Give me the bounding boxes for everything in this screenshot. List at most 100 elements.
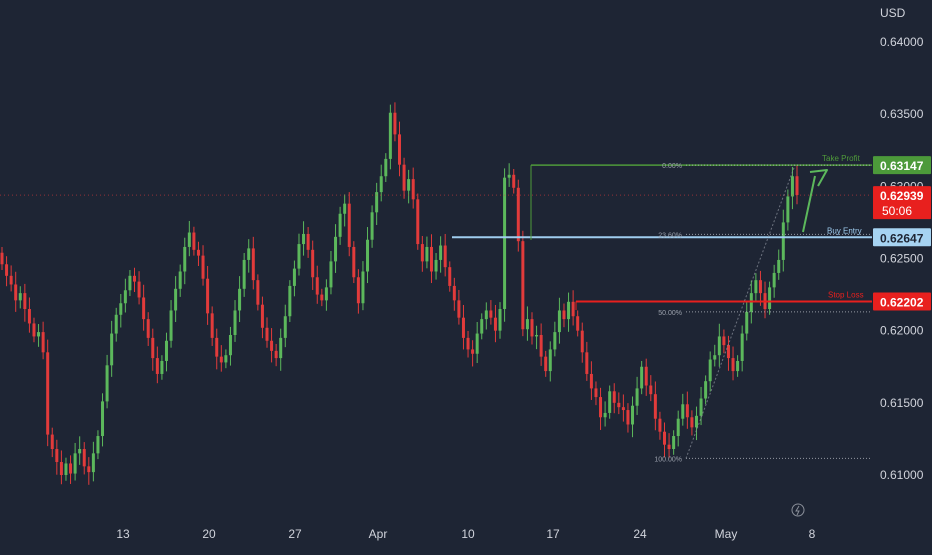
candle-body bbox=[672, 436, 676, 450]
candle-body bbox=[631, 405, 635, 425]
candle bbox=[260, 296, 264, 339]
candle-body bbox=[192, 232, 196, 250]
candle-body bbox=[260, 304, 264, 328]
candle-body bbox=[224, 355, 228, 363]
candle bbox=[23, 283, 27, 322]
candle bbox=[585, 341, 589, 381]
candle-body bbox=[398, 134, 401, 165]
candle bbox=[366, 227, 370, 284]
y-tick-label: 0.61000 bbox=[880, 468, 924, 482]
candle bbox=[768, 281, 772, 315]
candle-body bbox=[274, 350, 278, 359]
candle-body bbox=[795, 176, 799, 195]
candle-body bbox=[315, 277, 319, 295]
candle bbox=[402, 157, 406, 199]
candle-body bbox=[658, 418, 662, 432]
fib-label: 50.00% bbox=[658, 310, 682, 317]
candle bbox=[772, 264, 776, 298]
candle-body bbox=[238, 288, 242, 311]
candle-body bbox=[375, 192, 379, 213]
candle bbox=[270, 328, 274, 363]
candle bbox=[187, 220, 191, 257]
candle-body bbox=[151, 337, 155, 359]
candle-body bbox=[580, 330, 584, 353]
candle bbox=[210, 306, 214, 346]
candle bbox=[635, 376, 639, 415]
candle bbox=[238, 276, 242, 323]
candle-body bbox=[635, 388, 639, 406]
candle-body bbox=[210, 313, 214, 338]
candle bbox=[745, 301, 749, 341]
candle bbox=[164, 332, 168, 372]
candle-body bbox=[498, 309, 502, 331]
candle-body bbox=[457, 300, 461, 318]
candle bbox=[466, 330, 470, 358]
current-price-text: 0.62939 bbox=[880, 189, 924, 203]
candle bbox=[498, 302, 502, 339]
candle-body bbox=[589, 373, 593, 389]
candle-body bbox=[352, 246, 356, 278]
candle bbox=[571, 290, 575, 326]
candle-body bbox=[512, 174, 516, 188]
candle-body bbox=[420, 244, 424, 262]
candle bbox=[493, 304, 497, 343]
candle-body bbox=[617, 402, 621, 408]
candle-body bbox=[594, 388, 598, 398]
price-badge-text: 0.63147 bbox=[880, 159, 924, 173]
candle bbox=[41, 321, 45, 360]
candle-body bbox=[471, 349, 475, 354]
candle-body bbox=[521, 241, 525, 330]
candle-body bbox=[251, 248, 255, 281]
candle-body bbox=[461, 317, 465, 338]
candle-body bbox=[96, 436, 100, 454]
candle-body bbox=[443, 245, 447, 268]
candle bbox=[690, 410, 694, 436]
level-label-take-profit: Take Profit bbox=[822, 154, 861, 163]
candle bbox=[557, 297, 561, 344]
candle-body bbox=[379, 176, 383, 193]
candle-body bbox=[110, 333, 114, 366]
candle-body bbox=[740, 333, 744, 361]
candle bbox=[736, 355, 740, 377]
y-tick-label: 0.62500 bbox=[880, 252, 924, 266]
candle bbox=[137, 271, 141, 305]
candle-body bbox=[279, 337, 283, 359]
candle bbox=[416, 193, 420, 250]
candle bbox=[256, 274, 260, 311]
candle-body bbox=[685, 404, 689, 418]
candle-body bbox=[434, 259, 438, 272]
candle-body bbox=[343, 203, 347, 214]
candle bbox=[247, 239, 251, 273]
candle bbox=[160, 355, 164, 380]
candle-body bbox=[5, 264, 9, 276]
candle bbox=[758, 270, 762, 306]
candle bbox=[242, 253, 246, 297]
candle-body bbox=[676, 418, 680, 437]
candle-body bbox=[557, 310, 561, 333]
candle bbox=[621, 394, 625, 422]
lightning-icon[interactable] bbox=[791, 503, 805, 517]
candle-body bbox=[567, 301, 571, 320]
candle-body bbox=[338, 213, 342, 237]
candle bbox=[297, 233, 301, 276]
fib-trendline bbox=[685, 164, 796, 459]
candle bbox=[9, 265, 13, 292]
candle-body bbox=[571, 301, 575, 317]
time-axis[interactable]: 13 20 27 Apr 10 17 24 May 8 bbox=[116, 527, 815, 541]
candle-body bbox=[708, 359, 712, 382]
candle bbox=[384, 153, 388, 183]
candle bbox=[612, 383, 616, 414]
candle bbox=[617, 392, 621, 415]
candle-body bbox=[530, 319, 534, 337]
y-tick-label: 0.64000 bbox=[880, 35, 924, 49]
fib-layer: 0.00% 23.60% 50.00% 100.00% bbox=[654, 163, 872, 463]
candle bbox=[59, 450, 63, 485]
candle-body bbox=[754, 280, 758, 294]
candle-body bbox=[535, 334, 539, 337]
candle bbox=[343, 194, 347, 227]
candle-body bbox=[475, 333, 479, 354]
candle bbox=[265, 317, 269, 348]
candle-body bbox=[55, 449, 59, 463]
candle bbox=[388, 104, 392, 170]
